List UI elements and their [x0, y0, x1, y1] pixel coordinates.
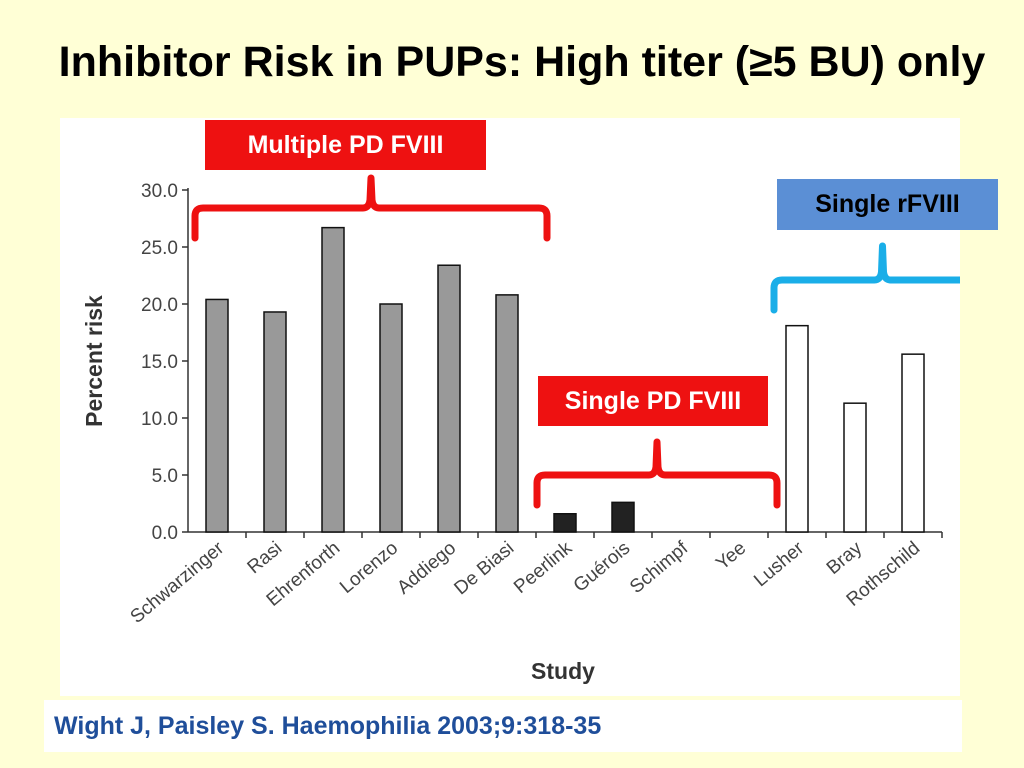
x-tick-label: Lusher	[750, 537, 809, 591]
y-tick-label: 0.0	[152, 523, 178, 544]
x-tick-label: De Biasi	[451, 538, 519, 600]
citation: Wight J, Paisley S. Haemophilia 2003;9:3…	[44, 700, 962, 752]
bar-de-biasi	[495, 294, 519, 533]
x-tick-label: Bray	[823, 537, 867, 579]
y-tick-label: 20.0	[141, 295, 178, 316]
x-axis-title: Study	[531, 658, 595, 684]
single-pd-bracket	[533, 438, 781, 509]
y-axis-title: Percent risk	[81, 295, 107, 427]
y-tick-label: 15.0	[141, 352, 178, 373]
single-rfviii-label: Single rFVIII	[777, 179, 998, 230]
bar-lusher	[785, 324, 809, 533]
single-pd-fviii-label: Single PD FVIII	[538, 376, 768, 426]
bar-bray	[843, 402, 867, 533]
bar-rothschild	[901, 353, 925, 533]
y-tick-label: 30.0	[141, 181, 178, 202]
x-tick-label: Addiego	[393, 538, 460, 599]
x-tick-label: Schimpf	[626, 537, 693, 598]
y-tick-label: 25.0	[141, 238, 178, 259]
bar-rasi	[263, 311, 287, 533]
single-rfviii-bracket	[770, 242, 960, 314]
y-tick-label: 10.0	[141, 409, 178, 430]
x-tick-label: Schwarzinger	[127, 537, 229, 628]
x-tick-label: Lorenzo	[336, 538, 402, 598]
bar-peerlink	[553, 513, 577, 533]
bar-addiego	[437, 264, 461, 533]
x-tick-label: Peerlink	[510, 537, 576, 598]
x-tick-label: Guérois	[570, 538, 634, 597]
slide-title: Inhibitor Risk in PUPs: High titer (≥5 B…	[58, 38, 986, 86]
multiple-pd-fviii-label: Multiple PD FVIII	[205, 120, 486, 170]
bar-chart: 0.0 5.0 10.0 15.0 20.0 25.0 30.0 Schwarzinger Ra…	[81, 174, 960, 684]
bar-schwarzinger	[205, 298, 229, 533]
x-tick-label: Rasi	[244, 538, 287, 579]
bar-gu-rois	[611, 501, 635, 533]
bar-ehrenforth	[321, 226, 345, 533]
bar-lorenzo	[379, 303, 403, 533]
y-tick-label: 5.0	[152, 466, 178, 487]
multiple-pd-bracket	[191, 174, 551, 242]
x-tick-label: Yee	[712, 538, 750, 575]
